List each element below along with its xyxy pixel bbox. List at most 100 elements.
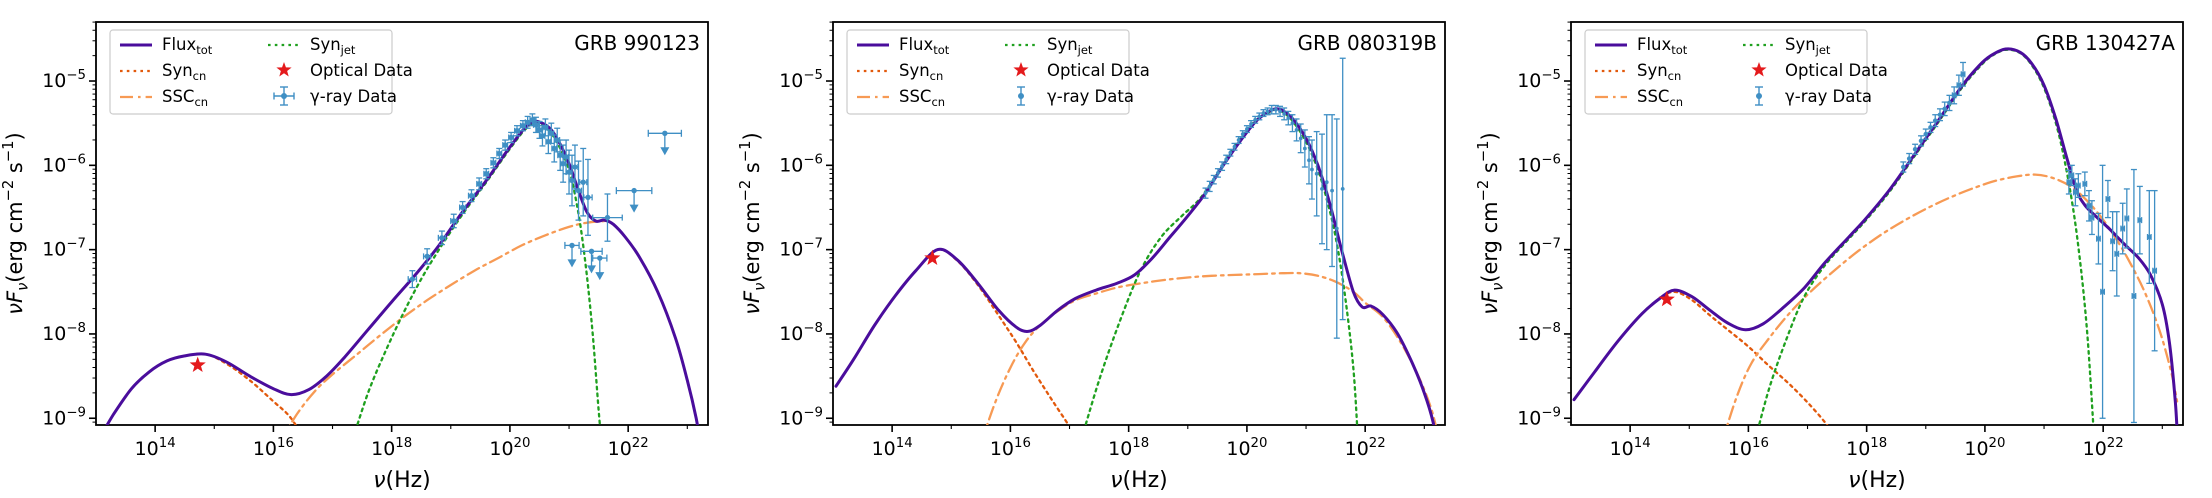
tick-label: 1018 [1108,436,1149,460]
tick-label: 1014 [872,436,913,460]
legend-label-gamma: γ-ray Data [1785,87,1872,106]
gamma-data-point [1307,158,1312,163]
gamma-data-point [1237,138,1241,142]
gamma-data-point [1212,177,1217,182]
tick-label: 10−6 [780,152,824,176]
legend-label-syn_jet: Synjet [1785,35,1831,57]
optical-data-star-icon [1658,290,1675,307]
legend-label-ssc_cn: SSCcn [1637,87,1683,109]
gamma-data-point [439,235,445,241]
optical-data-star-icon [189,356,206,373]
gamma-data-point [2082,181,2087,187]
curve-ssc_cn [288,219,606,425]
axis-label: νFν(erg cm−2 s−1) [1475,132,1506,314]
legend-label-flux_tot: Fluxtot [1637,35,1688,57]
tick-label: 10−5 [1517,68,1561,92]
tick-label: 10−9 [42,405,86,429]
axes: 1014 1016 1018 1020 1022 10−5 10−6 10−7 10−8 10−9 [780,21,1447,460]
gamma-data-point [2099,289,2105,295]
tick-label: 10−6 [1517,152,1561,176]
tick-label: 10−8 [42,321,86,345]
gamma-data-point [2089,215,2094,220]
legend-label-ssc_cn: SSCcn [162,87,208,109]
legend-label-optical: Optical Data [310,61,413,80]
gamma-data-point [536,127,543,133]
legend-label-optical: Optical Data [1785,61,1888,80]
gamma-data-point [502,142,508,148]
gamma-data-point [1290,121,1295,126]
gamma-data-point [2075,183,2081,188]
gamma-data-point [533,122,539,128]
curve-syn_cn [105,352,297,425]
gamma-data-point [1232,144,1237,149]
gamma-data-point [560,160,566,167]
axis-label: ν(Hz) [373,468,431,493]
tick-label: 1016 [990,436,1031,460]
model-curves [105,119,699,425]
gamma-data-point [569,177,575,184]
gamma-data-point [551,145,557,152]
gamma-data-point [1912,147,1918,152]
chart-panel-grb-990123: 1014 1016 1018 1020 1022 10−5 10−6 10−7 10−8 10−9… [0,0,737,498]
gamma-data-point [2146,234,2152,240]
tick-label: 1016 [1728,436,1769,460]
curve-flux_tot [834,107,1436,425]
gamma-data-point [1946,100,1952,106]
upper-limit-arrow-icon [587,265,597,274]
gamma-data-point [524,119,531,126]
gamma-ray-data [1899,61,2158,424]
axis-label: νFν(erg cm−2 s−1) [0,132,31,314]
gamma-data-point [1315,171,1319,176]
gamma-data-point [1956,82,1961,88]
curve-flux_tot [105,119,699,425]
gamma-data-point [1299,136,1303,141]
tick-label: 10−7 [1517,237,1561,261]
tick-label: 1020 [1964,436,2005,460]
gamma-data-point [468,192,475,199]
panel-title: GRB 990123 [574,31,700,55]
gamma-data-point [2109,238,2115,244]
model-curves [834,107,1438,425]
gamma-data-point [1282,111,1287,116]
gamma-data-point [2086,203,2091,209]
tick-label: 1020 [1227,436,1268,460]
legend-errorbar-icon [1754,86,1763,106]
gamma-data-point [409,276,416,282]
chart-panel-grb-080319b: 1014 1016 1018 1020 1022 10−5 10−6 10−7 10−8 10−9… [737,0,1474,498]
gamma-data-point [2124,216,2129,221]
gamma-data-point [1951,93,1957,98]
gamma-data-point [2072,190,2078,195]
tick-label: 1014 [135,436,176,460]
gamma-data-point [1261,111,1266,115]
tick-label: 1018 [371,436,412,460]
tick-label: 10−8 [1517,321,1561,345]
gamma-data-point [1224,157,1229,162]
gamma-ray-data [407,113,683,289]
gamma-data-point [1927,125,1933,130]
gamma-data-point [1228,150,1233,155]
gamma-data-point [1216,171,1221,175]
gamma-data-point [520,123,526,129]
gamma-data-point [1266,109,1270,114]
gamma-data-point [459,204,466,211]
gamma-data-point [1335,226,1340,231]
gamma-data-point [557,152,563,158]
legend-star-icon [276,62,292,77]
gamma-data-point [1325,180,1329,185]
gamma-data-point [424,253,430,260]
legend-label-gamma: γ-ray Data [310,87,397,106]
axis-label: ν(Hz) [1111,468,1169,493]
chart-panel-grb-130427a: 1014 1016 1018 1020 1022 10−5 10−6 10−7 10−8 10−9… [1475,0,2212,498]
gamma-data-point [476,181,482,187]
tick-label: 10−7 [42,237,86,261]
sed-plot-svg: 1014 1016 1018 1020 1022 10−5 10−6 10−7 10−8 10−9… [1475,21,2184,493]
gamma-data-point [1906,156,1912,161]
tick-label: 1016 [253,436,294,460]
legend-label-syn_cn: Syncn [899,61,943,83]
gamma-data-point [451,218,457,224]
gamma-data-point [2066,179,2071,185]
gamma-data-point [2095,236,2101,241]
gamma-data-point [496,150,502,157]
axis-label: ν(Hz) [1848,468,1906,493]
